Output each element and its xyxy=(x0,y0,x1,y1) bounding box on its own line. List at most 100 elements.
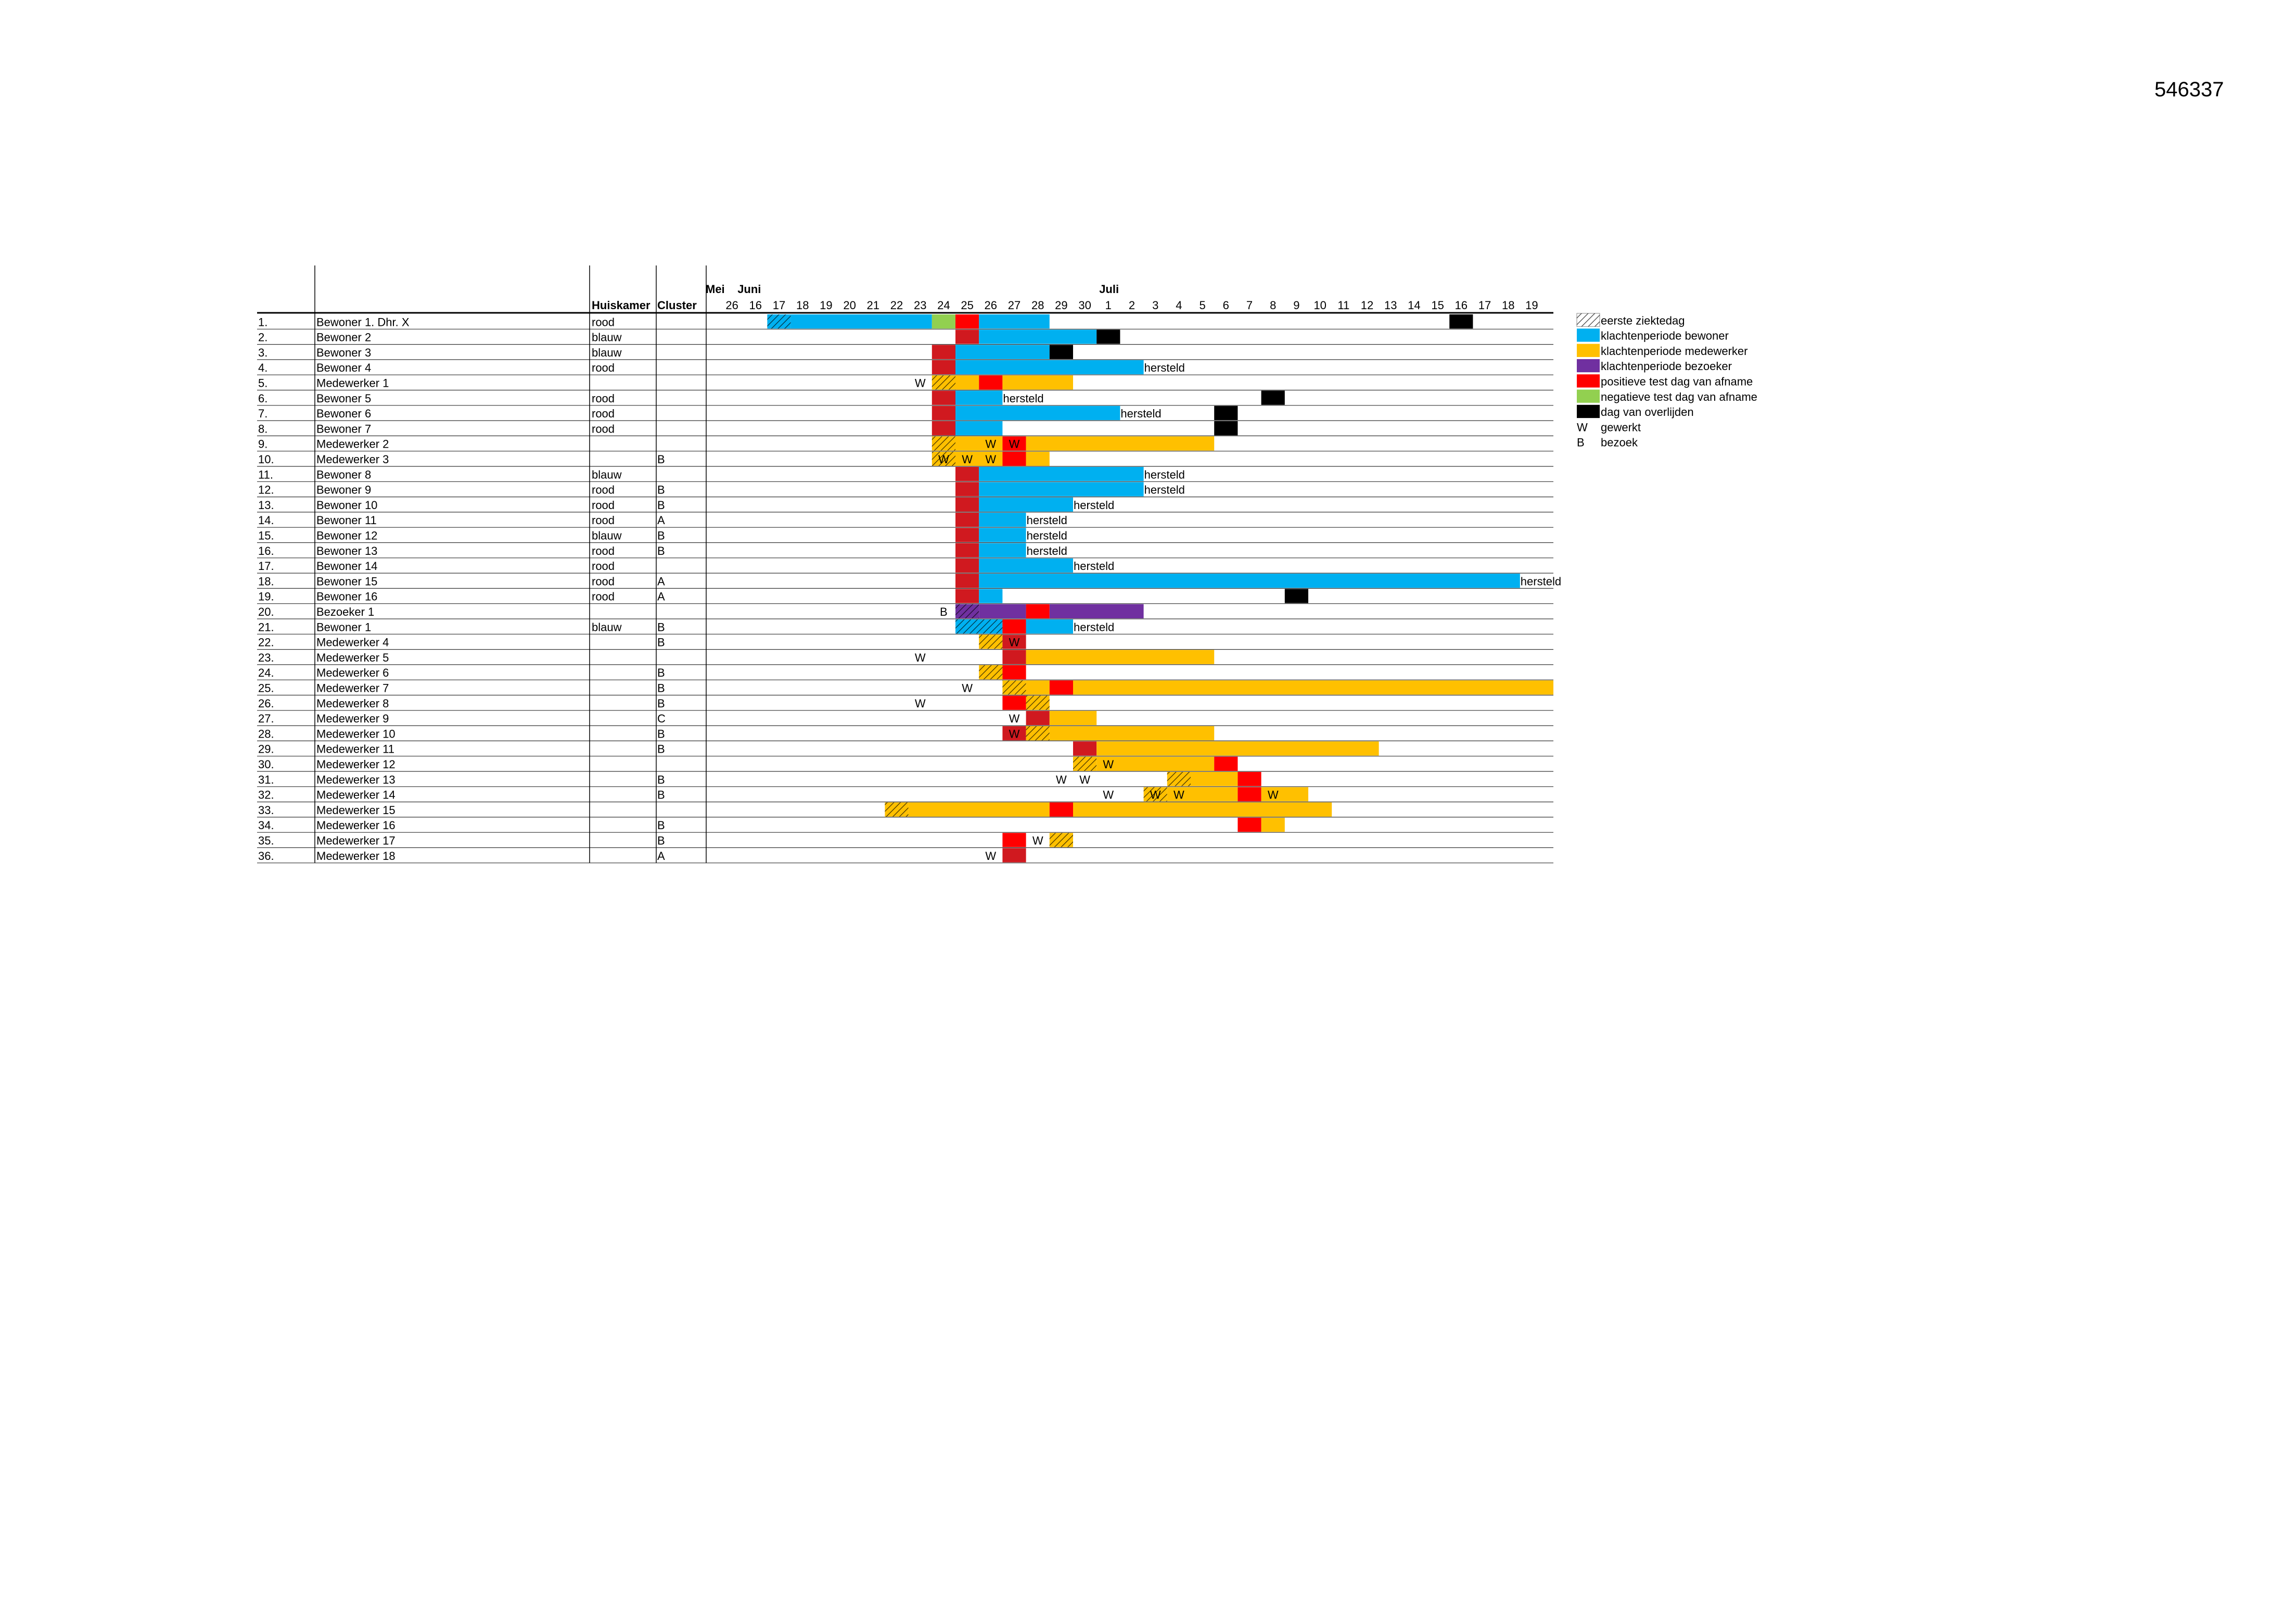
row-cluster: B xyxy=(657,697,665,710)
row-number: 11. xyxy=(258,468,273,481)
month-label: Mei xyxy=(706,283,725,296)
mark-hersteld: hersteld xyxy=(1074,620,1114,633)
row-number: 27. xyxy=(258,712,274,725)
day-tick-label: 24 xyxy=(937,299,950,312)
bar-positief_dark xyxy=(955,528,979,542)
bar-medewerker xyxy=(955,436,1003,451)
mark-w: W xyxy=(1103,789,1114,802)
bar-positief_dark xyxy=(955,558,979,573)
bar-bewoner xyxy=(979,314,1050,329)
mark-hersteld: hersteld xyxy=(1027,529,1067,542)
day-tick-label: 21 xyxy=(867,299,879,312)
row-cluster: B xyxy=(657,789,665,802)
legend-label: positieve test dag van afname xyxy=(1601,375,1753,388)
legend-label: dag van overlijden xyxy=(1601,405,1694,418)
mark-hersteld: hersteld xyxy=(1074,560,1114,573)
mark-b: B xyxy=(940,605,948,618)
day-tick-label: 30 xyxy=(1078,299,1091,312)
bar-bewoner xyxy=(955,405,1120,421)
row-number: 35. xyxy=(258,834,274,847)
bar-bewoner xyxy=(979,497,1073,512)
bar-first-day-hatch xyxy=(955,604,979,618)
bar-medewerker xyxy=(955,375,979,390)
row-cluster: B xyxy=(657,544,665,557)
bar-bewoner xyxy=(979,543,1026,557)
bar-positief_dark xyxy=(955,512,979,527)
bar-medewerker xyxy=(1073,680,1553,695)
day-tick-label: 6 xyxy=(1223,299,1229,312)
row-number: 14. xyxy=(258,514,274,527)
day-tick-label: 13 xyxy=(1384,299,1397,312)
bar-positief_dark xyxy=(955,329,979,344)
day-tick-label: 5 xyxy=(1199,299,1205,312)
bar-bewoner xyxy=(979,558,1073,573)
bar-first-day-hatch xyxy=(1026,726,1050,741)
day-tick-label: 2 xyxy=(1129,299,1135,312)
bar-overlijden xyxy=(1049,345,1073,359)
bar-bewoner xyxy=(955,421,1003,436)
bar-positief_dark xyxy=(1002,650,1026,664)
row-number: 2. xyxy=(258,331,267,344)
row-name: Medewerker 8 xyxy=(316,697,389,710)
bar-positief_dark xyxy=(955,543,979,557)
row-name: Medewerker 17 xyxy=(316,834,396,847)
day-tick-label: 20 xyxy=(843,299,856,312)
mark-w: W xyxy=(1103,758,1114,771)
day-tick-label: 4 xyxy=(1176,299,1182,312)
mark-w: W xyxy=(1009,727,1020,740)
day-tick-label: 12 xyxy=(1361,299,1373,312)
row-cluster: B xyxy=(657,636,665,649)
row-cluster: B xyxy=(657,666,665,679)
row-name: Bewoner 13 xyxy=(316,544,377,557)
row-name: Medewerker 15 xyxy=(316,804,396,817)
row-name: Medewerker 7 xyxy=(316,682,389,695)
legend-label: gewerkt xyxy=(1601,421,1641,434)
legend-swatch-overlijden xyxy=(1577,404,1600,418)
row-huiskamer: rood xyxy=(592,560,615,573)
row-cluster: C xyxy=(657,712,666,725)
row-huiskamer: rood xyxy=(592,315,615,328)
row-name: Bewoner 6 xyxy=(316,407,371,420)
mark-hersteld: hersteld xyxy=(1074,499,1114,512)
bar-positief xyxy=(1238,817,1261,832)
row-number: 16. xyxy=(258,544,274,557)
bar-positief xyxy=(1002,436,1026,451)
mark-hersteld: hersteld xyxy=(1144,468,1185,481)
legend-swatch-bezoeker xyxy=(1577,359,1600,373)
mark-w: W xyxy=(1009,636,1020,649)
bar-first-day-hatch xyxy=(1073,756,1097,771)
row-number: 8. xyxy=(258,422,267,435)
bar-first-day-hatch xyxy=(1143,787,1167,802)
legend-label: bezoek xyxy=(1601,436,1638,449)
row-cluster: A xyxy=(657,514,665,527)
row-name: Medewerker 18 xyxy=(316,849,396,862)
day-tick-label: 7 xyxy=(1246,299,1253,312)
legend-symbol: W xyxy=(1577,421,1588,434)
bar-bewoner xyxy=(979,589,1003,603)
bar-bewoner xyxy=(979,512,1026,527)
header-huiskamer: Huiskamer xyxy=(592,299,650,312)
row-huiskamer: rood xyxy=(592,407,615,420)
day-tick-label: 19 xyxy=(820,299,832,312)
row-name: Medewerker 1 xyxy=(316,377,389,390)
bar-positief_dark xyxy=(1002,726,1026,741)
bar-positief xyxy=(1214,756,1238,771)
row-name: Bewoner 3 xyxy=(316,346,371,359)
bar-overlijden xyxy=(1096,329,1120,344)
bar-bewoner xyxy=(790,314,932,329)
row-name: Medewerker 4 xyxy=(316,636,389,649)
row-cluster: A xyxy=(657,849,665,862)
row-name: Medewerker 14 xyxy=(316,789,396,802)
row-number: 17. xyxy=(258,560,274,573)
bar-bewoner xyxy=(955,345,1050,359)
bar-medewerker xyxy=(1049,726,1215,741)
bar-medewerker xyxy=(1002,375,1073,390)
row-number: 32. xyxy=(258,789,274,802)
row-number: 29. xyxy=(258,743,274,756)
bar-bewoner xyxy=(979,467,1144,481)
legend: eerste ziektedag klachtenperiode bewoner k… xyxy=(1576,313,1757,449)
bar-overlijden xyxy=(1284,589,1308,603)
row-number: 31. xyxy=(258,773,274,786)
bar-positief_dark xyxy=(955,467,979,481)
